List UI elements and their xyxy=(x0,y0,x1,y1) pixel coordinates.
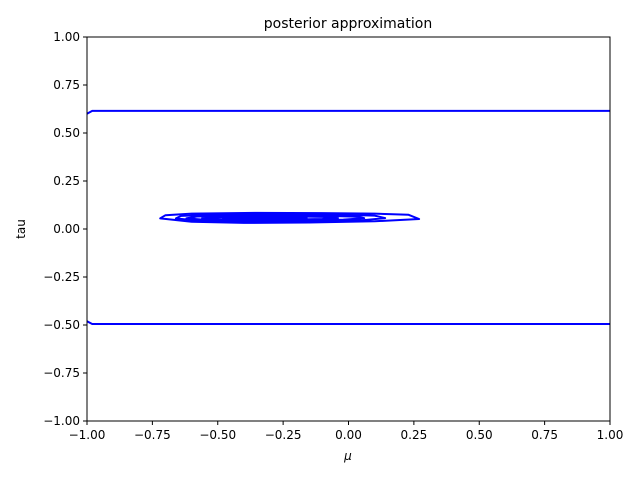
x-tick-label: 0.00 xyxy=(335,428,362,442)
x-tick-label: −0.50 xyxy=(199,428,236,442)
x-tick-label: −1.00 xyxy=(69,428,106,442)
y-tick-label: 1.00 xyxy=(53,30,80,44)
y-tick-label: 0.50 xyxy=(53,126,80,140)
x-tick-label: 0.75 xyxy=(531,428,558,442)
contour-line-6 xyxy=(222,216,308,220)
contour-line-2 xyxy=(159,211,421,224)
contour-line-3 xyxy=(174,213,387,223)
y-tick-label: 0.75 xyxy=(53,78,80,92)
x-axis: −1.00 −0.75 −0.50 −0.25 0.00 0.25 0.50 0.75 1.00 xyxy=(69,421,624,442)
y-tick-label: −0.25 xyxy=(43,270,80,284)
y-tick-label: −0.50 xyxy=(43,318,80,332)
x-tick-label: 0.25 xyxy=(401,428,428,442)
y-tick-label: −1.00 xyxy=(43,414,80,428)
y-tick-label: 0.25 xyxy=(53,174,80,188)
y-axis: −1.00 −0.75 −0.50 −0.25 0.00 0.25 0.50 0.75 1.00 xyxy=(43,30,87,428)
y-tick-label: 0.00 xyxy=(53,222,80,236)
x-tick-label: −0.75 xyxy=(134,428,171,442)
x-tick-label: 0.50 xyxy=(466,428,493,442)
y-axis-label: tau xyxy=(14,219,28,239)
x-tick-label: −0.25 xyxy=(265,428,302,442)
contour-line-1 xyxy=(86,320,610,325)
contour-line-0 xyxy=(86,109,610,115)
plot-lines xyxy=(86,109,610,325)
y-tick-label: −0.75 xyxy=(43,366,80,380)
x-axis-label: μ xyxy=(343,449,352,463)
chart-title: posterior approximation xyxy=(264,16,432,32)
x-tick-label: 1.00 xyxy=(597,428,624,442)
